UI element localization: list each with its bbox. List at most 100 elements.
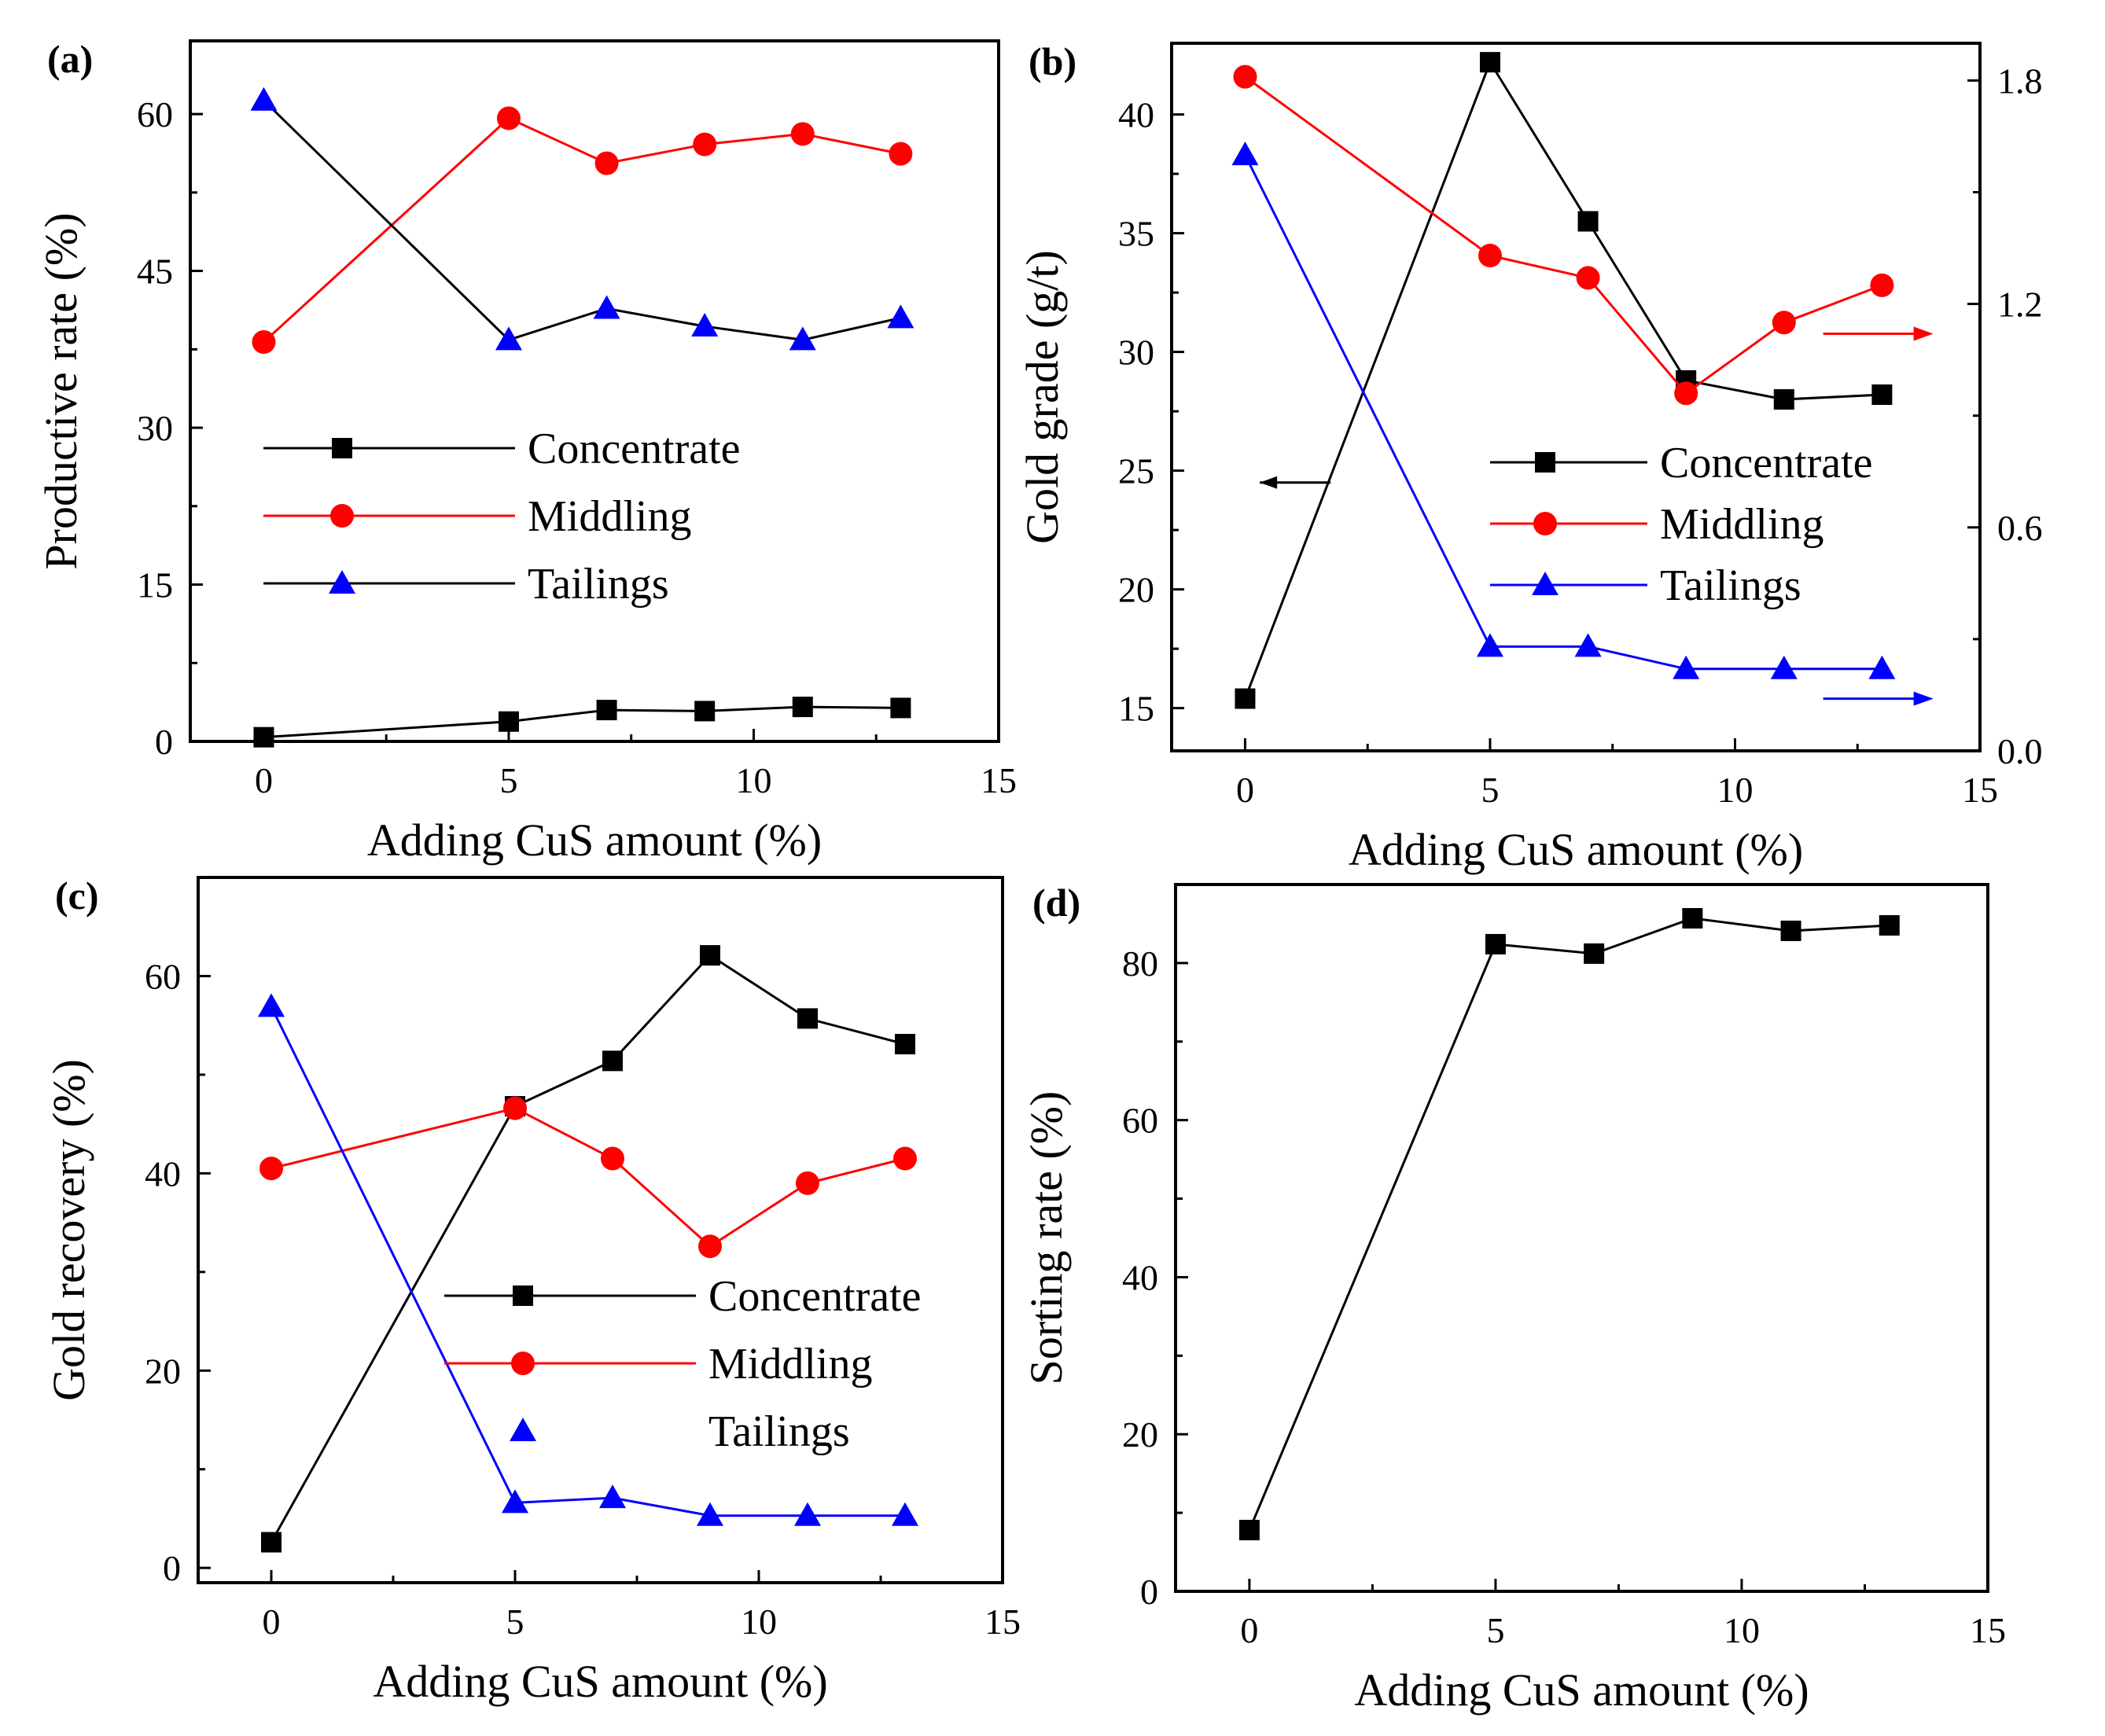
legend-marker-c	[510, 1418, 536, 1441]
legend-label-b: Middling	[1660, 500, 1823, 549]
y-right-tick-label-b: 0.0	[1997, 731, 2043, 771]
y-tick-label-d: 80	[1122, 943, 1158, 984]
y-axis-label-d: Sorting rate (%)	[1021, 1091, 1072, 1385]
x-tick-label-c: 10	[741, 1602, 777, 1642]
y-tick-label-a: 0	[155, 722, 173, 762]
y-tick-label-c: 40	[145, 1153, 181, 1194]
panel-letter-c: (c)	[55, 874, 99, 918]
data-point-d-sorting-rate	[1485, 933, 1506, 954]
data-point-d-sorting-rate	[1682, 907, 1703, 929]
data-point-a-middling	[496, 106, 521, 131]
panel-letter-d: (d)	[1032, 881, 1080, 925]
data-point-d-sorting-rate	[1238, 1520, 1260, 1541]
y-axis-label-a: Productive rate (%)	[35, 212, 86, 569]
x-tick-label-b: 0	[1236, 770, 1254, 810]
legend-label-c: Tailings	[708, 1407, 850, 1456]
data-point-a-middling	[693, 132, 717, 156]
y-tick-label-c: 60	[145, 956, 181, 996]
data-point-a-concentrate	[596, 700, 617, 721]
x-tick-label-a: 0	[255, 760, 273, 800]
data-point-c-middling	[698, 1234, 722, 1259]
panel-b: 0 5 10 15 15 20 25 30 35 40 0.0 0.6 1.2 1.8 Adding CuS…	[1017, 39, 2043, 875]
data-point-a-tailings	[495, 326, 522, 351]
legend-label-c: Middling	[708, 1340, 872, 1388]
data-point-a-tailings	[691, 313, 719, 337]
plot-frame-a	[189, 39, 1000, 743]
data-point-b-concentrate	[1773, 389, 1794, 410]
series-line-c-middling	[270, 1106, 906, 1249]
y-tick-label-b: 15	[1118, 689, 1154, 729]
x-axis-label-a: Adding CuS amount (%)	[367, 815, 822, 866]
panel-d: 0 5 10 15 0 20 40 60 80 Adding CuS amount (%) Sort…	[1021, 881, 2006, 1716]
panel-letter-b: (b)	[1029, 39, 1076, 83]
y-tick-label-b: 30	[1118, 333, 1154, 373]
y-axis-label-b: Gold grade (g/t)	[1017, 250, 1068, 544]
data-point-a-middling	[252, 329, 276, 354]
data-point-a-middling	[594, 151, 619, 175]
series-line-b-middling	[1244, 75, 1882, 395]
right-axis-arrow-middling-head	[1913, 326, 1934, 341]
data-point-b-concentrate	[1577, 211, 1599, 232]
data-point-a-concentrate	[890, 697, 911, 719]
plot-frame-d	[1174, 883, 1989, 1593]
y-tick-label-b: 40	[1118, 95, 1154, 135]
y-tick-label-b: 35	[1118, 214, 1154, 254]
plot-frame-b	[1170, 42, 1982, 752]
data-point-b-tailings	[1770, 655, 1798, 679]
data-point-c-tailings	[502, 1489, 528, 1513]
data-point-a-concentrate	[694, 701, 716, 722]
series-line-b-concentrate	[1244, 59, 1882, 700]
legend-marker-b	[1533, 512, 1557, 535]
legend-marker-b	[1532, 572, 1559, 595]
x-axis-label-d: Adding CuS amount (%)	[1354, 1664, 1809, 1716]
x-tick-label-c: 0	[263, 1602, 281, 1642]
data-point-b-tailings	[1231, 142, 1259, 166]
data-point-d-sorting-rate	[1584, 943, 1605, 964]
data-point-c-concentrate	[700, 945, 720, 966]
y-tick-label-d: 60	[1122, 1101, 1158, 1141]
series-line-c-tailings	[270, 1006, 905, 1517]
x-tick-label-a: 15	[981, 760, 1017, 800]
legend-label-c: Concentrate	[708, 1272, 922, 1321]
series-line-a-tailings	[263, 99, 901, 342]
legend-marker-c	[511, 1352, 535, 1375]
y-tick-label-b: 25	[1118, 451, 1154, 491]
data-point-a-concentrate	[253, 726, 274, 748]
legend-marker-b	[1535, 452, 1555, 473]
y-tick-label-b: 20	[1118, 570, 1154, 610]
data-point-c-tailings	[892, 1502, 918, 1526]
data-point-a-middling	[889, 142, 913, 166]
data-point-d-sorting-rate	[1879, 914, 1900, 936]
data-point-a-tailings	[593, 295, 620, 319]
data-point-b-middling	[1478, 244, 1502, 267]
y-tick-label-d: 0	[1140, 1572, 1158, 1612]
x-tick-label-c: 5	[506, 1602, 524, 1642]
data-point-d-sorting-rate	[1780, 920, 1801, 941]
legend-label-a: Concentrate	[528, 425, 741, 473]
x-tick-label-c: 15	[984, 1602, 1021, 1642]
x-tick-label-d: 10	[1724, 1610, 1760, 1650]
y-tick-label-a: 45	[137, 252, 173, 292]
data-point-b-concentrate	[1479, 52, 1500, 73]
y-tick-label-a: 60	[137, 94, 173, 134]
legend-label-a: Tailings	[528, 560, 669, 609]
data-point-b-tailings	[1574, 633, 1602, 657]
series-line-d-sorting-rate	[1248, 917, 1890, 1531]
data-point-b-middling	[1233, 64, 1257, 89]
data-point-b-tailings	[1673, 655, 1700, 679]
y-right-tick-label-b: 0.6	[1997, 508, 2043, 548]
data-point-c-concentrate	[602, 1050, 623, 1072]
x-axis-label-c: Adding CuS amount (%)	[373, 1656, 827, 1707]
data-point-c-concentrate	[797, 1008, 818, 1029]
data-point-a-tailings	[250, 86, 278, 111]
series-line-a-middling	[263, 116, 901, 344]
x-tick-label-a: 5	[499, 760, 517, 800]
left-axis-arrow-head	[1260, 476, 1278, 489]
legend-a: Concentrate Middling Tailings	[263, 425, 741, 609]
y-tick-label-d: 20	[1122, 1414, 1158, 1455]
data-point-c-middling	[893, 1146, 917, 1171]
data-point-b-middling	[1870, 273, 1894, 297]
data-point-c-middling	[796, 1171, 819, 1195]
data-point-a-concentrate	[792, 697, 813, 718]
